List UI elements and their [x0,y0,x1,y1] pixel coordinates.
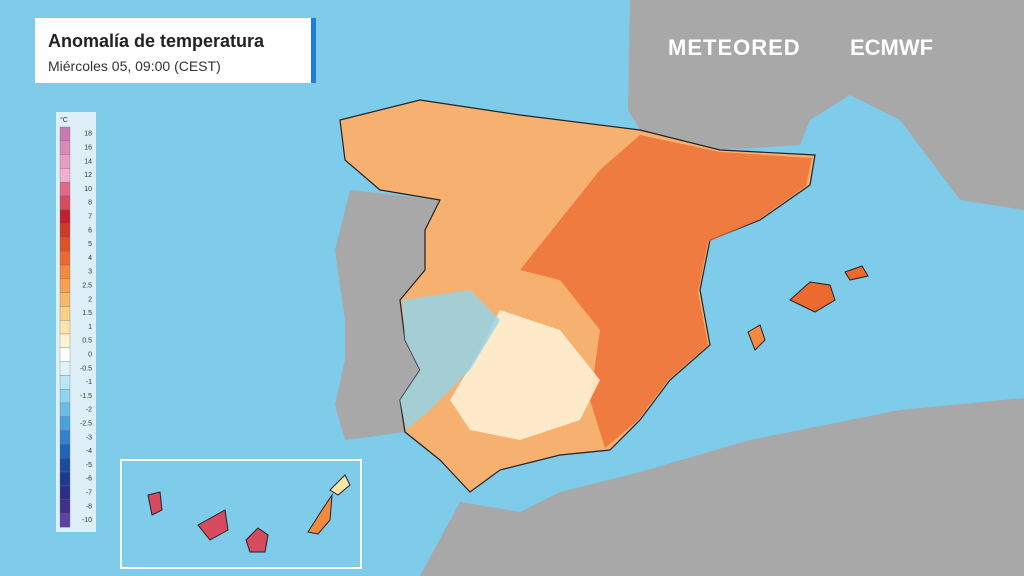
legend-tick-label: 1.5 [82,310,92,317]
portugal [335,190,440,440]
canary-islands [329,474,351,496]
legend-tick-label: -5 [86,462,92,469]
legend-tick-label: -2.5 [80,421,92,428]
legend-swatch [59,126,71,141]
legend-swatch [59,223,71,238]
legend-tick-label: 3 [88,269,92,276]
legend-swatch [59,292,71,307]
legend-tick-label: 12 [84,172,92,179]
africa [420,398,1024,576]
canary-islands [307,493,333,535]
legend-swatch [59,347,71,362]
legend-tick-label: 8 [88,200,92,207]
legend-swatch [59,333,71,348]
legend-tick-label: -1.5 [80,393,92,400]
legend-swatch [59,209,71,224]
legend-tick-label: -7 [86,490,92,497]
model-logo: ECMWF [850,35,933,60]
legend-swatch [59,361,71,376]
canary-inset [120,459,362,569]
legend-swatch [59,485,71,500]
canary-islands [245,527,269,553]
legend-tick-label: -8 [86,503,92,510]
legend-swatch [59,154,71,169]
canary-islands [197,509,229,541]
mallorca [789,281,836,313]
legend-swatch [59,278,71,293]
legend-tick-label: 0.5 [82,338,92,345]
legend: 18 16 14 12 10 8 7 6 5 4 3 2.5 2 1.5 1 0.5 0 -0.5 -1 -1.5 -2… [59,126,92,528]
legend-swatch [59,416,71,431]
legend-tick-label: -6 [86,476,92,483]
legend-swatch [59,168,71,183]
legend-swatch [59,375,71,390]
cool-area [400,290,500,430]
legend-swatch [59,430,71,445]
legend-tick-label: 1 [88,324,92,331]
legend-tick-label: 6 [88,227,92,234]
legend-tick-label: 14 [84,158,92,165]
legend-tick-label: 2.5 [82,283,92,290]
legend-tick-label: -10 [82,517,92,524]
legend-tick-label: -4 [86,448,92,455]
ibiza [747,324,766,351]
legend-tick-label: 2 [88,296,92,303]
legend-swatch [59,499,71,514]
france [628,0,1024,210]
legend-tick-label: 5 [88,241,92,248]
legend-tick-label: -0.5 [80,365,92,372]
legend-swatch [59,182,71,197]
legend-tick-label: 16 [84,145,92,152]
legend-swatch [59,140,71,155]
title: Anomalía de temperatura [48,31,265,51]
legend-tick-label: 4 [88,255,92,262]
provider-logo: METEORED [668,35,801,60]
legend-tick-label: 18 [84,131,92,138]
legend-swatch [59,251,71,266]
legend-swatch [59,195,71,210]
warm-area [520,135,812,448]
legend-swatch [59,320,71,335]
legend-swatch [59,237,71,252]
legend-swatch [59,402,71,417]
legend-swatch [59,471,71,486]
title-accent [311,18,316,83]
canary-islands [147,491,163,516]
legend-tick-label: -3 [86,434,92,441]
neutral-area [450,310,600,440]
legend-swatch [59,458,71,473]
legend-swatch [59,513,71,528]
legend-tick-label: 0 [88,352,92,359]
legend-tick-label: -1 [86,379,92,386]
legend-tick-label: -2 [86,407,92,414]
legend-tick-label: 7 [88,214,92,221]
legend-swatch [59,389,71,404]
title-box [35,18,315,83]
menorca [844,265,869,281]
subtitle: Miércoles 05, 09:00 (CEST) [48,58,221,74]
legend-tick-label: 10 [84,186,92,193]
legend-swatch [59,306,71,321]
legend-unit: °C [60,116,68,124]
legend-swatch [59,264,71,279]
legend-swatch [59,444,71,459]
